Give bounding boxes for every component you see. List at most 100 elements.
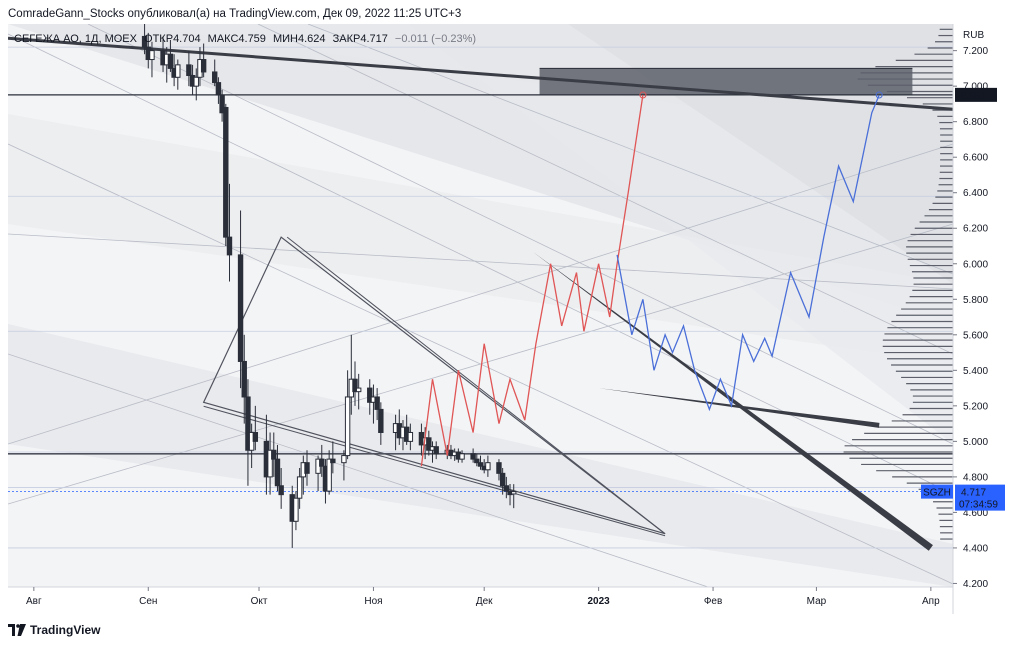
candle-body	[304, 462, 310, 474]
candle-body	[341, 455, 347, 464]
fib-channel-line	[8, 143, 954, 445]
candle-body	[326, 458, 332, 492]
time-tick-label: Фев	[704, 596, 722, 607]
price-tick-label: 7.000	[963, 82, 988, 93]
candle-body	[271, 449, 277, 460]
price-tick-label: 5.600	[963, 330, 988, 341]
candle-body	[374, 396, 380, 410]
projection-blue-path	[616, 94, 880, 412]
time-tick-label: Ноя	[364, 596, 382, 607]
candle-body	[477, 462, 484, 467]
channel-band	[8, 114, 953, 364]
symbol-tag	[921, 484, 953, 499]
candle-body	[200, 59, 207, 73]
candle-body	[237, 254, 244, 362]
price-tick-label: 5.800	[963, 295, 988, 306]
candle-body	[274, 458, 281, 487]
candle-body	[367, 387, 373, 403]
price-tick-label: 6.600	[963, 153, 988, 164]
price-tick-label: 6.000	[963, 259, 988, 270]
time-tick-label: Авг	[26, 596, 42, 607]
price-tick-label: 6.200	[963, 224, 988, 235]
background-layer	[8, 24, 1016, 614]
candle-body	[252, 431, 259, 442]
price-tick-label: 4.800	[963, 472, 988, 483]
time-axis-panel	[8, 587, 953, 614]
candle-body	[267, 449, 273, 478]
candle-body	[149, 50, 155, 61]
currency-label: RUB	[963, 30, 984, 41]
time-tick-label: Апр	[922, 596, 940, 607]
price-axis-panel	[953, 24, 1016, 614]
candle-body	[355, 387, 362, 393]
time-tick-label: Сен	[139, 596, 157, 607]
main-downtrend-line	[8, 36, 954, 111]
candle-body	[241, 360, 247, 398]
time-tick-label: Окт	[251, 596, 268, 607]
projection-red-target	[639, 91, 647, 99]
time-tick-label: Мар	[807, 596, 827, 607]
candle-body	[474, 458, 480, 464]
price-tag-blue-label: 4.717	[961, 488, 986, 499]
legend: СЕГЕЖА АО, 1Д, MOEX ОТКР4.704 МАКС4.759 …	[14, 33, 480, 45]
candle-body	[485, 462, 491, 471]
candle-body	[511, 491, 517, 495]
symbol-tag-label: SGZH	[923, 488, 951, 499]
candle-body	[330, 458, 336, 464]
fib-channel-line	[87, 24, 954, 445]
candle-body	[503, 485, 510, 492]
price-tick-label: 7.200	[963, 46, 988, 57]
price-tick-label: 4.200	[963, 579, 988, 590]
candle-body	[293, 497, 299, 522]
legend-change: −0.011 (−0.23%)	[394, 33, 477, 45]
price-tag-blue	[955, 484, 1005, 511]
triangle-lower-edge	[203, 405, 666, 537]
projection-red-path	[420, 94, 644, 467]
candle-body	[175, 64, 181, 78]
legend-low-label: МИН	[272, 33, 298, 45]
legend-open-label: ОТКР	[144, 33, 174, 45]
fib-channel-line	[257, 24, 954, 355]
publication-line: ComradeGann_Stocks опубликовал(а) на Tra…	[8, 8, 462, 20]
candle-body	[167, 53, 174, 69]
legend-symbol: СЕГЕЖА АО, 1Д, MOEX	[14, 33, 137, 45]
tradingview-logo-icon	[8, 624, 26, 636]
price-chart[interactable]: RUB 7.200 7.000 6.800 6.600 6.400 6.200 6.000 5.…	[8, 24, 1016, 614]
legend-low-value: 4.624	[298, 33, 326, 45]
chart-area[interactable]: RUB 7.200 7.000 6.800 6.600 6.400 6.200 6.000 5.…	[8, 24, 1016, 614]
price-tick-label: 6.800	[963, 117, 988, 128]
footer-brand: TradingView	[30, 623, 101, 637]
candle-body	[459, 453, 465, 460]
candle-body	[499, 472, 506, 487]
candle-body	[319, 458, 325, 467]
footer: TradingView	[8, 623, 100, 637]
time-tick-label: 2023	[588, 596, 611, 607]
price-tick-label: 4.400	[963, 543, 988, 554]
price-tag-dark	[955, 87, 997, 102]
candle-body	[352, 378, 358, 393]
projection-layer	[420, 91, 883, 467]
price-tick-label: 4.600	[963, 508, 988, 519]
legend-high-label: МАКС	[207, 33, 239, 45]
candle-body	[433, 446, 439, 455]
legend-high-value: 4.759	[238, 33, 266, 45]
candle-body	[426, 437, 432, 451]
legend-open-value: 4.704	[173, 33, 201, 45]
legend-close-value: 4.717	[360, 33, 388, 45]
candle-body	[186, 64, 192, 77]
fib-channel-line	[8, 223, 954, 505]
candle-body	[496, 462, 502, 474]
candle-layer	[141, 24, 517, 548]
candle-body	[245, 396, 251, 451]
candle-body	[407, 431, 414, 442]
time-tick-label: Дек	[476, 596, 493, 607]
fib-channel-line	[307, 24, 954, 275]
price-tick-label: 6.400	[963, 188, 988, 199]
candle-body	[193, 76, 199, 87]
pitchfork-median-line	[598, 388, 880, 428]
fib-channel-line	[8, 33, 954, 495]
candle-body	[223, 106, 229, 238]
price-tick-label: 5.400	[963, 366, 988, 377]
price-tag-dark-label: 6.951	[961, 91, 986, 102]
candle-body	[470, 453, 476, 460]
